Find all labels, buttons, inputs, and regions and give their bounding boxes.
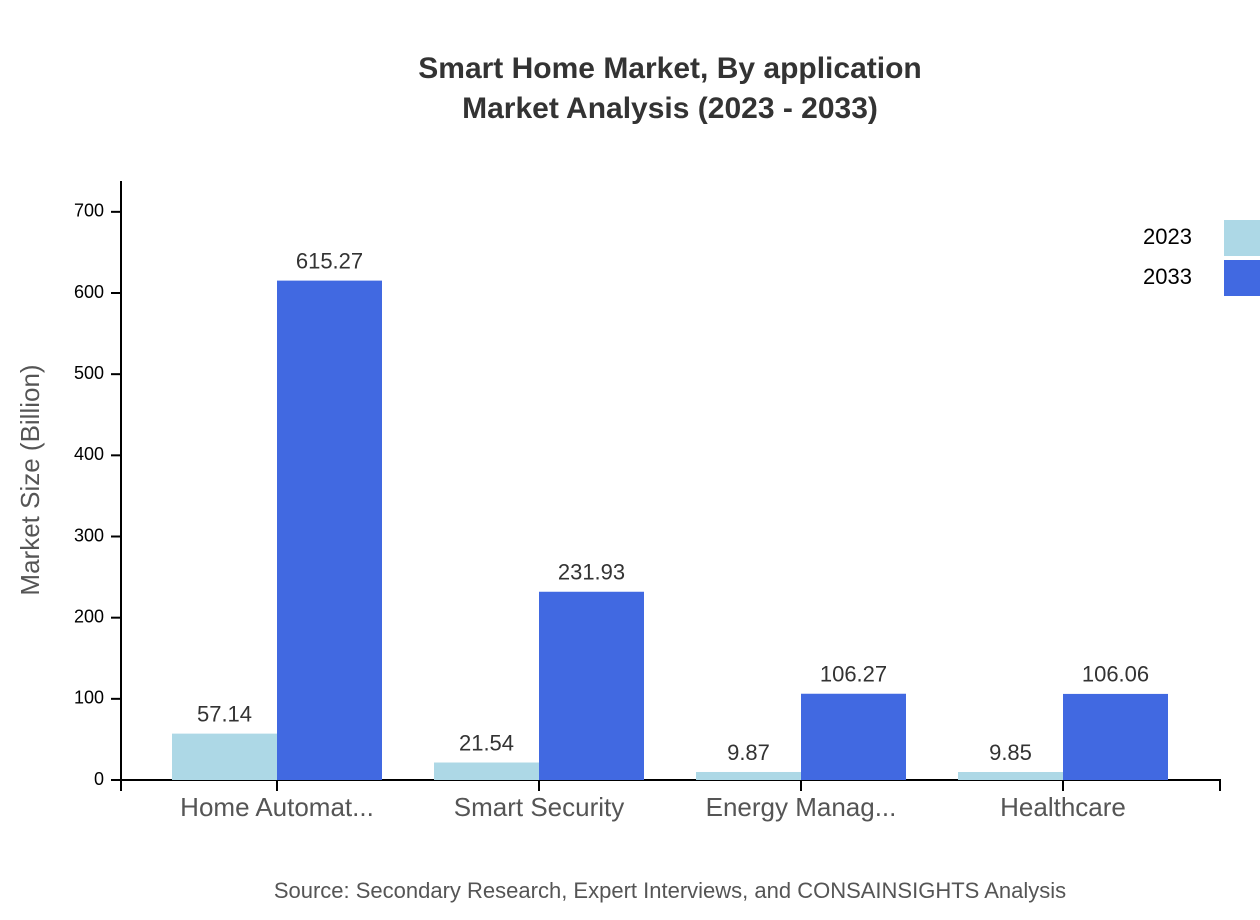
bar bbox=[696, 771, 801, 780]
bar bbox=[958, 772, 1063, 780]
legend-swatch bbox=[1224, 260, 1260, 296]
chart-title: Smart Home Market, By application bbox=[418, 52, 921, 85]
x-tick-label: Energy Manag... bbox=[706, 792, 897, 822]
bar bbox=[277, 280, 382, 780]
value-label: 9.87 bbox=[727, 740, 770, 765]
value-label: 106.06 bbox=[1082, 662, 1149, 687]
y-tick-label: 300 bbox=[74, 525, 104, 545]
y-tick-label: 400 bbox=[74, 444, 104, 464]
bar bbox=[434, 762, 539, 780]
value-label: 106.27 bbox=[820, 662, 887, 687]
y-tick-label: 700 bbox=[74, 201, 104, 221]
value-label: 615.27 bbox=[296, 248, 363, 273]
y-tick-label: 0 bbox=[94, 769, 104, 789]
bar bbox=[172, 733, 277, 780]
value-label: 231.93 bbox=[558, 560, 625, 585]
x-tick-label: Smart Security bbox=[454, 792, 625, 822]
value-label: 9.85 bbox=[989, 740, 1032, 765]
legend-swatch bbox=[1224, 220, 1260, 256]
bar bbox=[539, 591, 644, 780]
legend-label: 2033 bbox=[1143, 264, 1192, 289]
value-label: 57.14 bbox=[197, 701, 252, 726]
x-tick-label: Healthcare bbox=[1000, 792, 1126, 822]
bar bbox=[801, 693, 906, 780]
y-tick-label: 200 bbox=[74, 606, 104, 626]
value-label: 21.54 bbox=[459, 730, 514, 755]
y-tick-label: 100 bbox=[74, 688, 104, 708]
x-tick-label: Home Automat... bbox=[180, 792, 374, 822]
bar bbox=[1063, 693, 1168, 780]
y-tick-label: 600 bbox=[74, 282, 104, 302]
legend-label: 2023 bbox=[1143, 224, 1192, 249]
source-note: Source: Secondary Research, Expert Inter… bbox=[274, 878, 1066, 903]
y-axis-label: Market Size (Billion) bbox=[15, 364, 45, 595]
y-tick-label: 500 bbox=[74, 363, 104, 383]
chart-subtitle: Market Analysis (2023 - 2033) bbox=[462, 92, 878, 125]
